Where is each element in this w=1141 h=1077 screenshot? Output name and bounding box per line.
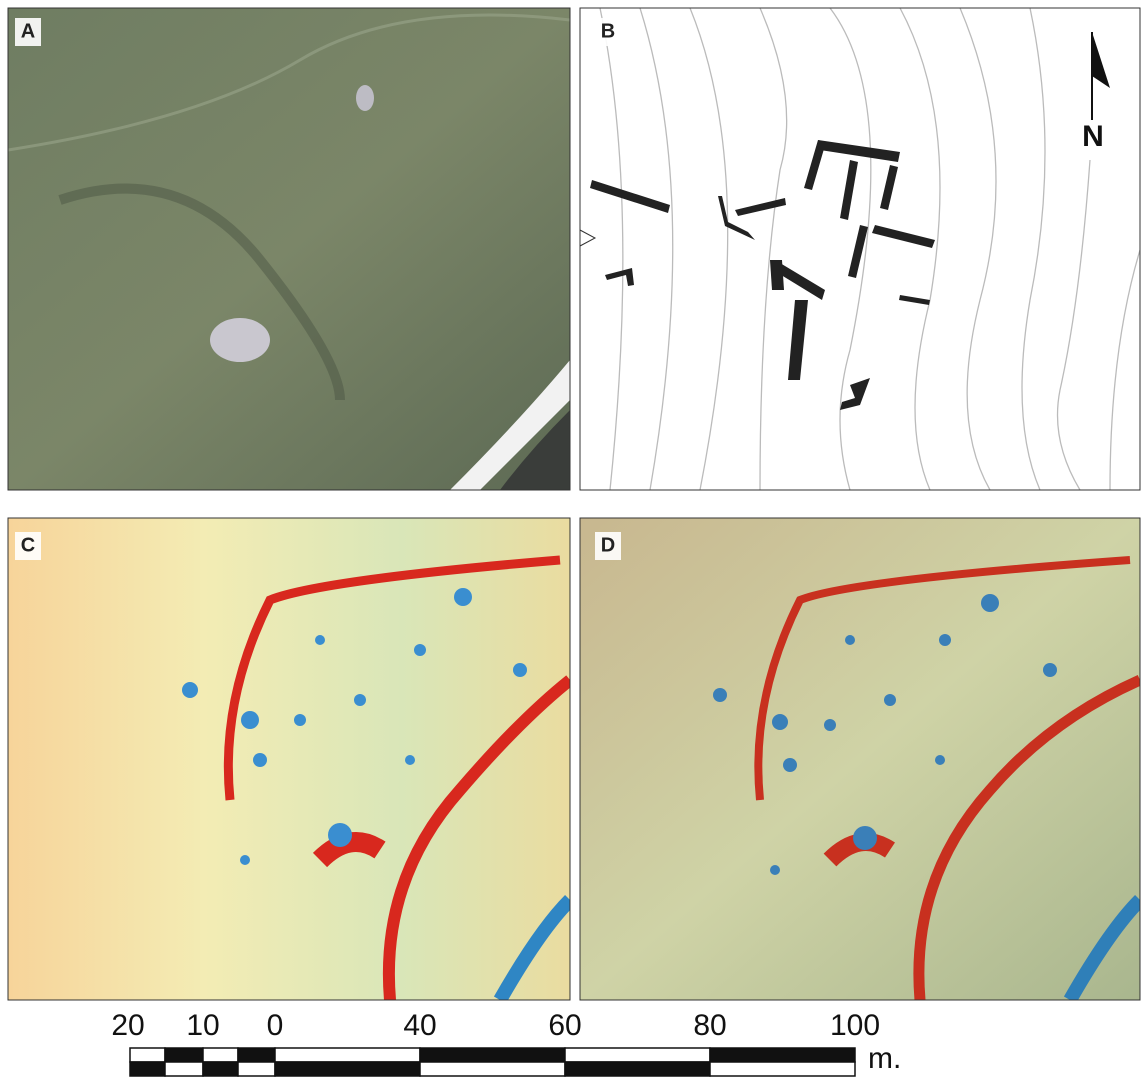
panel-b (580, 8, 1140, 490)
scale-segment (165, 1048, 203, 1062)
scale-label: 40 (403, 1009, 436, 1042)
scale-segment (203, 1062, 238, 1076)
scale-segment (420, 1048, 565, 1062)
scale-segment (565, 1062, 710, 1076)
scale-segment (710, 1048, 855, 1062)
scale-segment (238, 1048, 275, 1062)
scale-segment (130, 1062, 165, 1076)
panel-d (580, 518, 1140, 1000)
scale-label: 60 (548, 1009, 581, 1042)
panel-label: C (21, 534, 35, 556)
panel-label: D (601, 534, 615, 556)
scale-segment (275, 1062, 420, 1076)
scale-segment (275, 1048, 420, 1062)
scale-segment (165, 1062, 203, 1076)
scale-label: 10 (186, 1009, 219, 1042)
scale-segment (565, 1048, 710, 1062)
scale-segment (420, 1062, 565, 1076)
scale-label: 20 (111, 1009, 144, 1042)
figure: N 20100406080100m. ABCD (0, 0, 1141, 1077)
panel-a (8, 8, 570, 490)
scale-segment (203, 1048, 238, 1062)
scale-unit: m. (868, 1042, 901, 1075)
panel-label: B (601, 20, 615, 42)
scale-segment (238, 1062, 275, 1076)
scale-label: 80 (693, 1009, 726, 1042)
scale-segment (710, 1062, 855, 1076)
panel-label: A (21, 20, 35, 42)
scale-segment (130, 1048, 165, 1062)
north-label: N (1082, 120, 1104, 153)
scale-label: 100 (830, 1009, 880, 1042)
scale-label: 0 (267, 1009, 284, 1042)
panel-c (8, 518, 570, 1000)
